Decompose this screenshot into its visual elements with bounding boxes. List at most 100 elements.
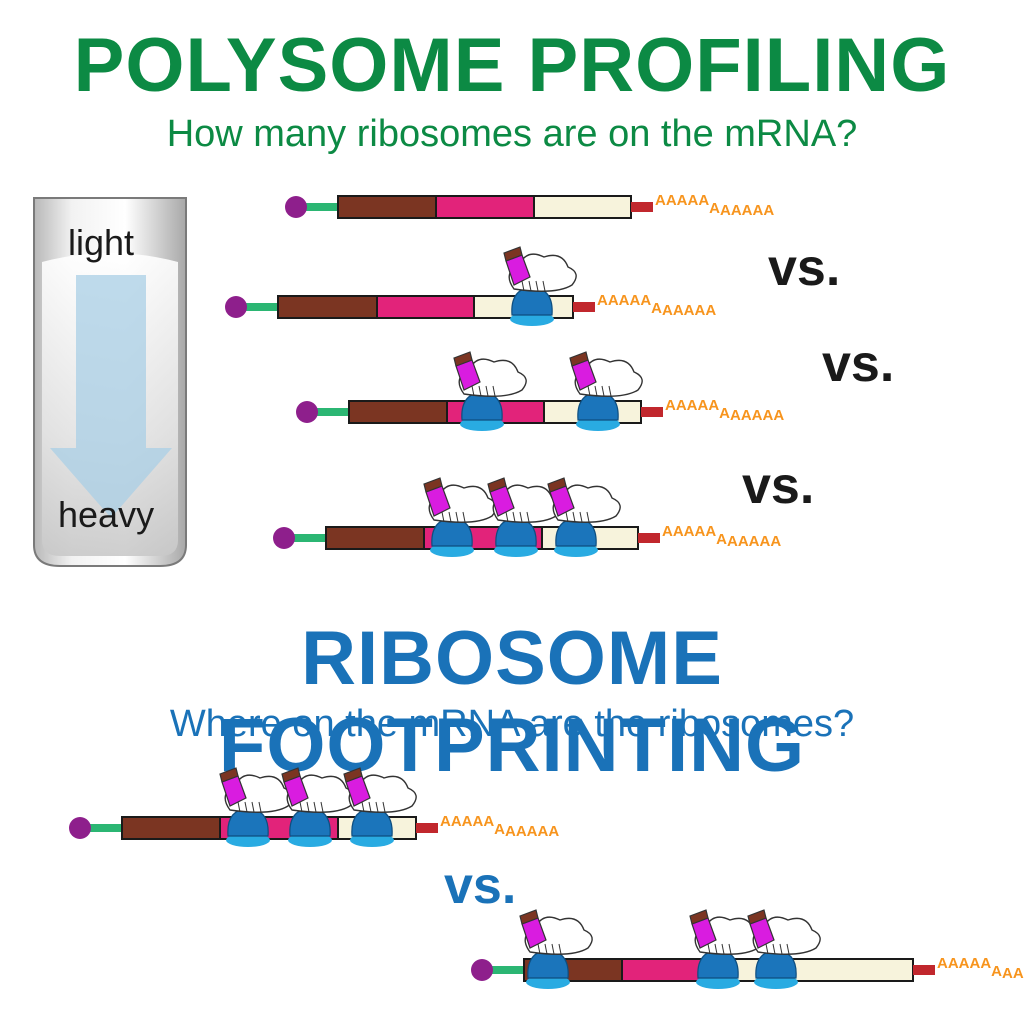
trna-cap (519, 909, 539, 925)
ribosome-ridge (772, 943, 776, 955)
mrna-3prime-tail (641, 407, 663, 417)
mrna-3utr (533, 195, 632, 219)
vs-separator-2: vs. (822, 335, 895, 393)
mrna-3utr (716, 958, 914, 982)
trna-cap (423, 477, 443, 493)
poly-a-part-3: AAAAA (727, 533, 781, 550)
poly-a-part-3: AAAAA (505, 823, 559, 840)
poly-a-tail: AAAAAAAAAAA (655, 192, 774, 219)
poly-a-part-3: AAAAA (720, 202, 774, 219)
ribosome (453, 351, 527, 431)
tube-label-heavy: heavy (58, 494, 155, 535)
mrna-3prime-tail (638, 533, 660, 543)
mrna-5prime-cap (69, 817, 91, 839)
ribosome-ridge (237, 801, 241, 813)
gradient-arrow (50, 275, 172, 518)
tube-label-light: light (68, 222, 135, 263)
ribosome-ridge (587, 385, 591, 397)
poly-a-part-2: A (991, 963, 1002, 980)
ribosome-ridge (565, 511, 569, 523)
ribosome-ridge (528, 280, 532, 292)
ribosome (747, 909, 821, 989)
mrna-molecule-5: AAAAAAAAAAA (69, 767, 559, 847)
poly-a-part-2: A (709, 200, 720, 217)
poly-a-part-2: A (494, 821, 505, 838)
mrna-3prime-tail (631, 202, 653, 212)
poly-a-part-3: AAAAA (662, 302, 716, 319)
ribosome (219, 767, 293, 847)
ribosome-ridge (579, 511, 583, 523)
trna-cap (689, 909, 709, 925)
ribosome-ridge (526, 511, 530, 523)
poly-a-part-1: AAAAA (937, 955, 991, 972)
mrna-5utr (121, 816, 221, 840)
mrna-3prime-tail (416, 823, 438, 833)
ribosome-ridge (586, 511, 590, 523)
poly-a-tail: AAAAAAAAAAA (937, 955, 1024, 982)
mrna-cds (435, 195, 535, 219)
polysome-profiling-subtitle: How many ribosomes are on the mRNA? (166, 113, 858, 155)
ribosome-ridge (448, 511, 452, 523)
ribosome-ridge (375, 801, 379, 813)
mrna-5prime-cap (225, 296, 247, 318)
mrna-molecule-2: AAAAAAAAAAA (225, 246, 716, 326)
ribosome-ridge (601, 385, 605, 397)
trna-cap (547, 477, 567, 493)
mrna-linker (292, 534, 326, 542)
poly-a-part-1: AAAAA (662, 523, 716, 540)
mrna-linker (490, 966, 524, 974)
poly-a-part-3: AAAAA (730, 407, 784, 424)
mrna-5prime-cap (296, 401, 318, 423)
poly-a-part-2: A (719, 405, 730, 422)
trna-cap (487, 477, 507, 493)
vs-separator-3: vs. (742, 457, 815, 515)
ribosome-ridge (382, 801, 386, 813)
mrna-linker (315, 408, 349, 416)
ribosome (569, 351, 643, 431)
ribosome (343, 767, 417, 847)
ribosome-ridge (441, 511, 445, 523)
ribosome-ridge (505, 511, 509, 523)
mrna-molecule-6: AAAAAAAAAAA (471, 909, 1024, 989)
ribosome-ridge (572, 511, 576, 523)
ribosome-footprinting-title: RIBOSOME FOOTPRINTING (218, 616, 806, 788)
ribosome-ridge (779, 943, 783, 955)
ribosome (487, 477, 561, 557)
mrna-5utr (325, 526, 425, 550)
ribosome-ridge (361, 801, 365, 813)
ribosome-ridge (786, 943, 790, 955)
mrna-molecule-3: AAAAAAAAAAA (296, 351, 784, 431)
poly-a-tail: AAAAAAAAAAA (662, 523, 781, 550)
mrna-linker (244, 303, 278, 311)
ribosome (503, 246, 577, 326)
ribosome-ridge (542, 280, 546, 292)
vs-separator-4: vs. (444, 857, 517, 915)
poly-a-part-2: A (716, 531, 727, 548)
ribosome (547, 477, 621, 557)
ribosome-ridge (299, 801, 303, 813)
trna-cap (747, 909, 767, 925)
ribosome-ridge (544, 943, 548, 955)
ribosome-ridge (462, 511, 466, 523)
mrna-3prime-tail (913, 965, 935, 975)
polysome-profiling-title: POLYSOME PROFILING (73, 23, 951, 108)
ribosome-ridge (244, 801, 248, 813)
mrna-molecule-1: AAAAAAAAAAA (285, 192, 774, 219)
trna-cap (569, 351, 589, 367)
poly-a-part-2: A (651, 300, 662, 317)
ribosome-ridge (765, 943, 769, 955)
poly-a-part-1: AAAAA (597, 292, 651, 309)
ribosome-ridge (492, 385, 496, 397)
ribosome-ridge (320, 801, 324, 813)
poly-a-part-1: AAAAA (440, 813, 494, 830)
ribosome-ridge (521, 280, 525, 292)
mrna-5prime-cap (285, 196, 307, 218)
ribosome-ridge (714, 943, 718, 955)
centrifuge-tube (33, 197, 187, 567)
ribosome (281, 767, 355, 847)
poly-a-part-1: AAAAA (665, 397, 719, 414)
ribosome-ridge (512, 511, 516, 523)
mrna-5prime-cap (273, 527, 295, 549)
ribosome-footprinting-subtitle: Where on the mRNA are the ribosomes? (169, 703, 855, 745)
poly-a-tail: AAAAAAAAAAA (440, 813, 559, 840)
